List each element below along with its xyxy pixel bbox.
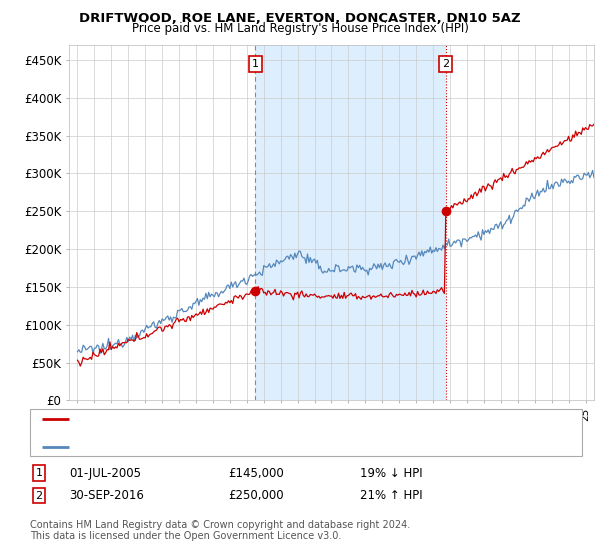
- Text: 30-SEP-2016: 30-SEP-2016: [69, 489, 144, 502]
- Text: DRIFTWOOD, ROE LANE, EVERTON, DONCASTER, DN10 5AZ: DRIFTWOOD, ROE LANE, EVERTON, DONCASTER,…: [79, 12, 521, 25]
- Text: 19% ↓ HPI: 19% ↓ HPI: [360, 466, 422, 480]
- Text: HPI: Average price, detached house, Bassetlaw: HPI: Average price, detached house, Bass…: [75, 442, 332, 451]
- Text: £250,000: £250,000: [228, 489, 284, 502]
- Text: £145,000: £145,000: [228, 466, 284, 480]
- Text: Price paid vs. HM Land Registry's House Price Index (HPI): Price paid vs. HM Land Registry's House …: [131, 22, 469, 35]
- Text: 1: 1: [35, 468, 43, 478]
- Text: 2: 2: [35, 491, 43, 501]
- Text: 2: 2: [442, 59, 449, 69]
- Text: 01-JUL-2005: 01-JUL-2005: [69, 466, 141, 480]
- Text: 1: 1: [252, 59, 259, 69]
- Text: DRIFTWOOD, ROE LANE, EVERTON, DONCASTER, DN10 5AZ (detached house): DRIFTWOOD, ROE LANE, EVERTON, DONCASTER,…: [75, 414, 502, 423]
- Text: 21% ↑ HPI: 21% ↑ HPI: [360, 489, 422, 502]
- Bar: [255, 45, 446, 400]
- Text: Contains HM Land Registry data © Crown copyright and database right 2024.
This d: Contains HM Land Registry data © Crown c…: [30, 520, 410, 542]
